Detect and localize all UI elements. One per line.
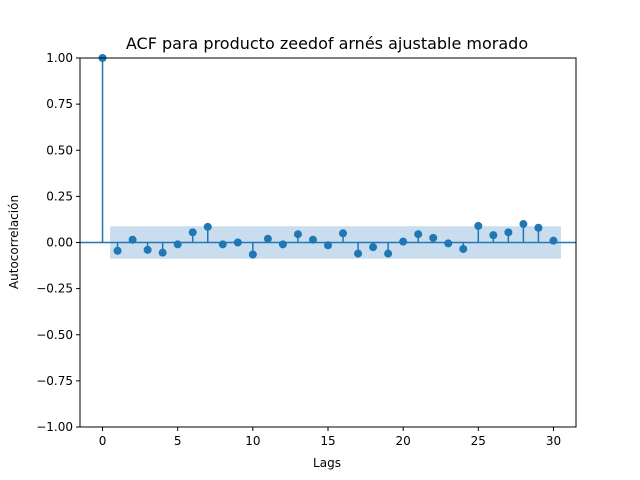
acf-point <box>444 239 453 248</box>
acf-point <box>354 249 363 258</box>
acf-point <box>248 250 257 259</box>
acf-point <box>293 230 302 239</box>
acf-point <box>128 235 137 244</box>
y-tick-label: −0.50 <box>36 328 73 342</box>
acf-point <box>474 221 483 230</box>
y-tick-label: −1.00 <box>36 420 73 434</box>
y-axis: −1.00 −0.75 −0.50 −0.25 0.00 0.25 0.50 0.75 1.00 <box>36 51 80 434</box>
acf-point <box>308 235 317 244</box>
x-tick-label: 30 <box>546 434 561 448</box>
y-axis-label: Autocorrelación <box>7 195 21 289</box>
acf-point <box>339 229 348 238</box>
y-tick-label: 0.50 <box>46 143 73 157</box>
x-axis: 0 5 10 15 20 25 30 <box>99 427 561 448</box>
plot-area <box>79 54 577 428</box>
x-tick-label: 10 <box>245 434 260 448</box>
acf-point <box>504 228 513 237</box>
acf-point <box>399 237 408 246</box>
acf-point <box>549 236 558 245</box>
y-tick-label: −0.75 <box>36 374 73 388</box>
acf-point <box>414 230 423 239</box>
acf-point <box>429 233 438 242</box>
acf-point <box>143 245 152 254</box>
acf-point <box>263 234 272 243</box>
plot-inner <box>80 58 576 259</box>
x-tick-label: 20 <box>396 434 411 448</box>
acf-point <box>188 228 197 237</box>
x-tick-label: 25 <box>471 434 486 448</box>
acf-point <box>158 248 167 257</box>
x-tick-label: 5 <box>174 434 182 448</box>
x-axis-label: Lags <box>313 456 341 470</box>
acf-point <box>369 243 378 252</box>
acf-point <box>534 223 543 232</box>
acf-point <box>324 241 332 250</box>
acf-point <box>113 246 122 255</box>
acf-point <box>233 238 242 247</box>
acf-point <box>459 244 468 253</box>
y-tick-label: 0.25 <box>46 189 73 203</box>
acf-point <box>519 220 528 229</box>
y-tick-label: 1.00 <box>46 51 73 65</box>
chart-title: ACF para producto zeedof arnés ajustable… <box>126 34 528 53</box>
acf-point <box>278 240 287 249</box>
acf-point <box>489 231 498 240</box>
y-tick-label: −0.25 <box>36 282 73 296</box>
acf-point <box>384 249 393 258</box>
acf-point <box>218 240 227 249</box>
y-tick-label: 0.00 <box>46 236 73 250</box>
acf-point <box>203 222 212 231</box>
x-tick-label: 15 <box>320 434 335 448</box>
y-tick-label: 0.75 <box>46 97 73 111</box>
x-tick-label: 0 <box>99 434 107 448</box>
acf-point <box>173 240 182 249</box>
